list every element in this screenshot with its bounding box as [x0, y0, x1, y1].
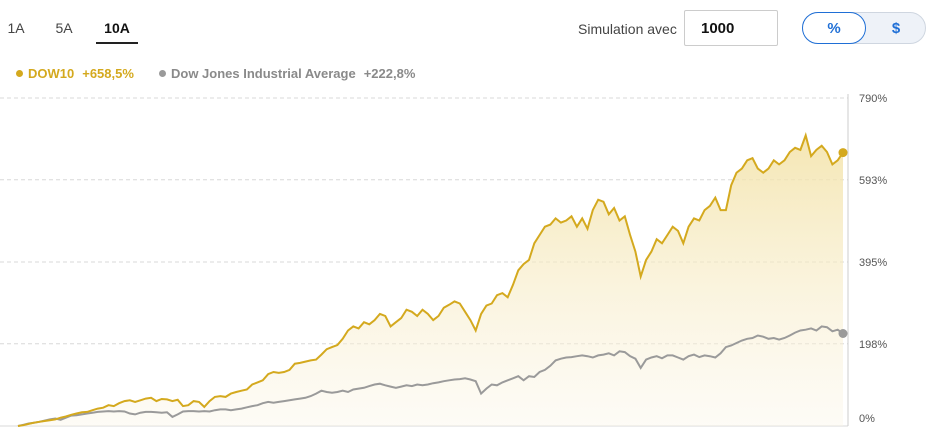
- tab-10a[interactable]: 10A: [96, 20, 138, 44]
- y-axis-ticks: 790% 593% 395% 198% 0%: [859, 93, 887, 425]
- legend-dow10-name: DOW10: [28, 66, 75, 81]
- y-tick-label: 790%: [859, 93, 887, 105]
- y-tick-label: 593%: [859, 175, 887, 187]
- dow10-color-dot: [16, 70, 23, 77]
- legend-item-djia: Dow Jones Industrial Average +222,8%: [159, 66, 415, 81]
- legend-dow10-value: +658,5%: [82, 66, 134, 81]
- djia-end-marker[interactable]: [838, 328, 848, 338]
- dow10-end-marker[interactable]: [838, 148, 848, 158]
- y-tick-label: 395%: [859, 257, 887, 269]
- percent-toggle-button[interactable]: %: [802, 12, 866, 44]
- dow10-line: [17, 132, 844, 427]
- djia-color-dot: [159, 70, 166, 77]
- dow10-area: [18, 135, 843, 426]
- y-tick-label: 0%: [859, 413, 875, 425]
- unit-toggle: % $: [802, 12, 926, 44]
- simulation-label: Simulation avec: [578, 21, 677, 37]
- legend-djia-name: Dow Jones Industrial Average: [171, 66, 356, 81]
- simulation-amount-input[interactable]: [684, 10, 778, 46]
- legend-item-dow10: DOW10 +658,5%: [16, 66, 134, 81]
- tab-1a[interactable]: 1A: [7, 20, 25, 36]
- djia-line: [17, 325, 844, 427]
- legend-djia-value: +222,8%: [363, 66, 416, 81]
- y-tick-label: 198%: [859, 339, 887, 351]
- tab-5a[interactable]: 5A: [55, 20, 73, 36]
- dollar-toggle-button[interactable]: $: [891, 19, 901, 37]
